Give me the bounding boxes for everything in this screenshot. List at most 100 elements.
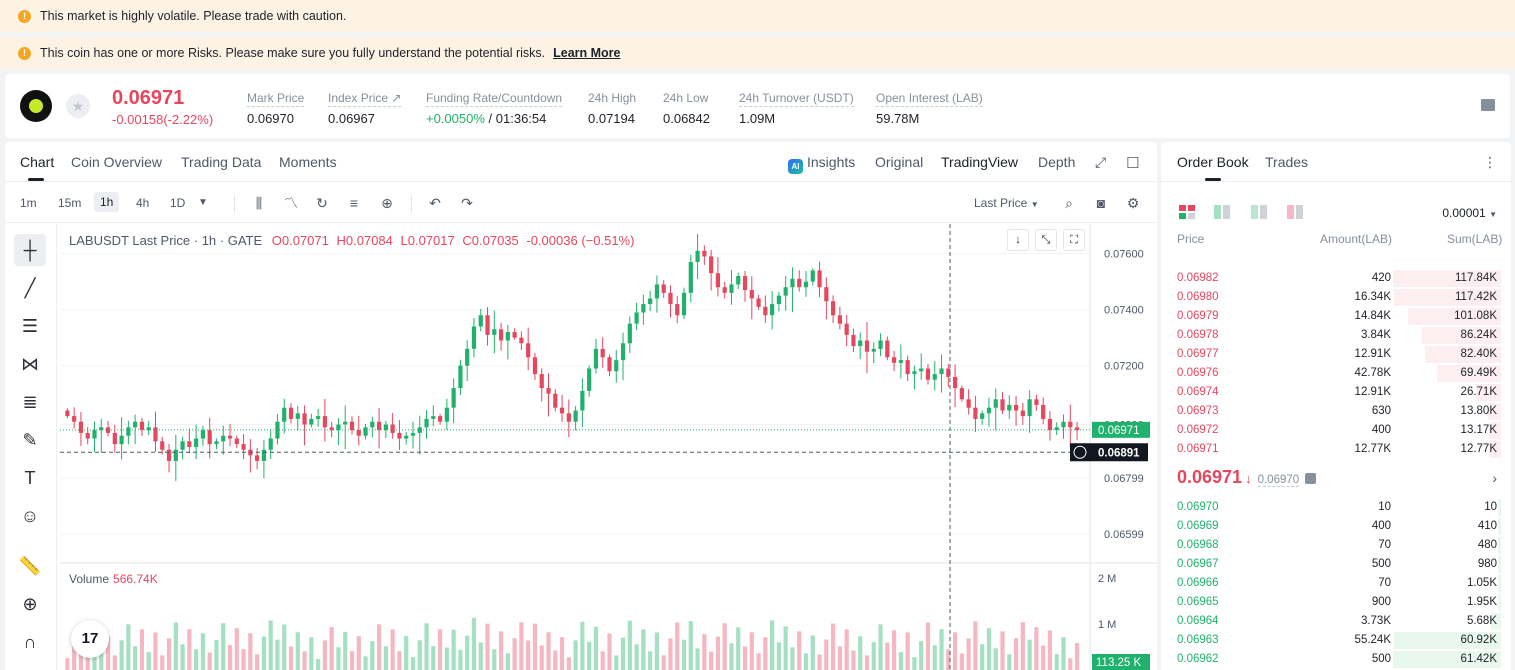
maximize-icon[interactable]: ⛶ (1063, 229, 1085, 251)
tab-insights[interactable]: AI Insights (788, 154, 855, 174)
depth-bar (1393, 651, 1501, 668)
candle-body (282, 407, 287, 422)
timeframe-1d[interactable]: 1D (170, 196, 186, 210)
fullscreen-icon[interactable]: ⤡ (1035, 229, 1057, 251)
volume-bar (1061, 637, 1066, 670)
redo-icon[interactable]: ↷ (461, 195, 473, 211)
search-icon[interactable]: ⌕ (1065, 195, 1073, 211)
gear-icon[interactable]: ⚙ (1126, 195, 1140, 211)
undo-icon[interactable]: ↶ (429, 195, 441, 211)
volume-bar (248, 633, 253, 670)
mode-both-icon[interactable] (1179, 205, 1195, 219)
replay-icon[interactable]: ↻ (316, 195, 328, 211)
book-icon[interactable] (1481, 99, 1495, 111)
collapse-down-icon[interactable]: ↓ (1007, 229, 1029, 251)
bid-row[interactable]: 0.06966 70 1.05K (1161, 574, 1511, 593)
ask-row[interactable]: 0.06976 42.78K 69.49K (1161, 364, 1511, 383)
candle-body (776, 295, 782, 305)
brush-icon[interactable]: ✎ (22, 429, 38, 450)
zoom-in-icon[interactable]: ⊕ (22, 593, 38, 614)
chevron-down-icon: ▼ (1489, 210, 1497, 219)
candle-body (973, 407, 978, 419)
ask-row[interactable]: 0.06971 12.77K 12.77K (1161, 440, 1511, 459)
timeframe-15m[interactable]: 15m (58, 196, 82, 210)
tab-trading-data[interactable]: Trading Data (181, 154, 262, 170)
row-price: 0.06976 (1177, 367, 1219, 379)
bid-row[interactable]: 0.06969 400 410 (1161, 517, 1511, 536)
price-source-select[interactable]: Last Price ▼ (974, 196, 1039, 210)
ask-row[interactable]: 0.06973 630 13.80K (1161, 402, 1511, 421)
tab-depth[interactable]: Depth (1038, 154, 1076, 170)
stat-label[interactable]: Open Interest (LAB) (876, 91, 983, 107)
volume-bar (526, 640, 531, 670)
tab-order-book[interactable]: Order Book (1177, 154, 1249, 181)
ask-row[interactable]: 0.06977 12.91K 82.40K (1161, 345, 1511, 364)
mode-bids-icon[interactable] (1214, 205, 1230, 219)
fib-icon[interactable]: ≣ (22, 391, 38, 412)
mode-bids-only-icon[interactable] (1251, 205, 1267, 219)
trendline-icon[interactable]: ╱ (24, 277, 36, 298)
timeframe-1m[interactable]: 1m (20, 196, 37, 210)
pattern-icon[interactable]: ⋈ (21, 353, 39, 374)
tab-coin-overview[interactable]: Coin Overview (71, 154, 163, 170)
bid-row[interactable]: 0.06964 3.73K 5.68K (1161, 612, 1511, 631)
bid-row[interactable]: 0.06962 500 61.42K (1161, 650, 1511, 669)
volume-bar (648, 651, 653, 670)
tab-original[interactable]: Original (875, 154, 924, 170)
window-icon[interactable]: ☐ (1126, 155, 1140, 172)
bid-row[interactable]: 0.06963 55.24K 60.92K (1161, 631, 1511, 650)
volume-bar (410, 657, 416, 670)
add-alert-icon[interactable]: ⊕ (381, 195, 393, 211)
tab-tradingview[interactable]: TradingView (941, 154, 1019, 170)
indicators-icon[interactable]: 〽 (284, 195, 298, 211)
chevron-right-icon[interactable]: › (1492, 470, 1497, 486)
emoji-icon[interactable]: ☺ (20, 505, 40, 526)
tradingview-logo[interactable]: 17 (71, 620, 109, 658)
tab-trades[interactable]: Trades (1265, 154, 1309, 170)
volume-bar (654, 632, 660, 670)
templates-icon[interactable]: ≡ (349, 195, 359, 211)
mid-price-row[interactable]: 0.06971 ↓ 0.06970 (1177, 467, 1317, 488)
stat-label[interactable]: Mark Price (247, 91, 305, 107)
ask-row[interactable]: 0.06980 16.34K 117.42K (1161, 288, 1511, 307)
precision-select[interactable]: 0.00001 ▼ (1442, 206, 1497, 220)
mode-asks-icon[interactable] (1287, 205, 1303, 219)
timeframe-1h[interactable]: 1h (94, 192, 120, 212)
bid-row[interactable]: 0.06970 10 10 (1161, 498, 1511, 517)
ask-row[interactable]: 0.06979 14.84K 101.08K (1161, 307, 1511, 326)
volume-bar (451, 629, 456, 670)
candle-body (959, 388, 964, 400)
legend-low: L0.07017 (400, 233, 455, 248)
bid-row[interactable]: 0.06968 70 480 (1161, 536, 1511, 555)
text-icon[interactable]: T (24, 467, 36, 488)
favorite-star-icon[interactable]: ★ (66, 94, 90, 118)
expand-icon[interactable]: ⤢ (1095, 154, 1107, 170)
tab-chart[interactable]: Chart (20, 154, 55, 181)
horizontal-lines-icon[interactable]: ☰ (21, 315, 39, 336)
timeframe-dropdown-icon[interactable]: ▼ (198, 197, 208, 208)
more-icon[interactable]: ⋮ (1483, 154, 1497, 170)
volume-bar (729, 643, 734, 670)
ask-row[interactable]: 0.06974 12.91K 26.71K (1161, 383, 1511, 402)
timeframe-4h[interactable]: 4h (136, 196, 150, 210)
candle-body (214, 441, 219, 445)
plus-circle-icon (1073, 445, 1087, 459)
stat-label[interactable]: Funding Rate/Countdown (426, 91, 563, 107)
candle-body (370, 421, 375, 428)
stat-label[interactable]: 24h Turnover (USDT) (739, 91, 854, 107)
ask-row[interactable]: 0.06972 400 13.17K (1161, 421, 1511, 440)
magnet-icon[interactable]: ∩ (23, 631, 37, 652)
crosshair-icon[interactable]: ┼ (14, 234, 46, 266)
tab-moments[interactable]: Moments (279, 154, 337, 170)
bid-row[interactable]: 0.06965 900 1.95K (1161, 593, 1511, 612)
volume-bar (627, 620, 632, 670)
camera-icon[interactable]: ◙ (1096, 195, 1106, 211)
candle-type-icon[interactable]: ⫼ (255, 195, 263, 211)
ask-row[interactable]: 0.06978 3.84K 86.24K (1161, 326, 1511, 345)
learn-more-link[interactable]: Learn More (553, 46, 621, 60)
ruler-icon[interactable]: 📏 (18, 555, 42, 576)
bid-row[interactable]: 0.06967 500 980 (1161, 555, 1511, 574)
ask-row[interactable]: 0.06982 420 117.84K (1161, 269, 1511, 288)
candle-body (119, 435, 124, 445)
candlestick-chart[interactable]: 0.076000.074000.072000.069900.067990.065… (60, 224, 1157, 670)
